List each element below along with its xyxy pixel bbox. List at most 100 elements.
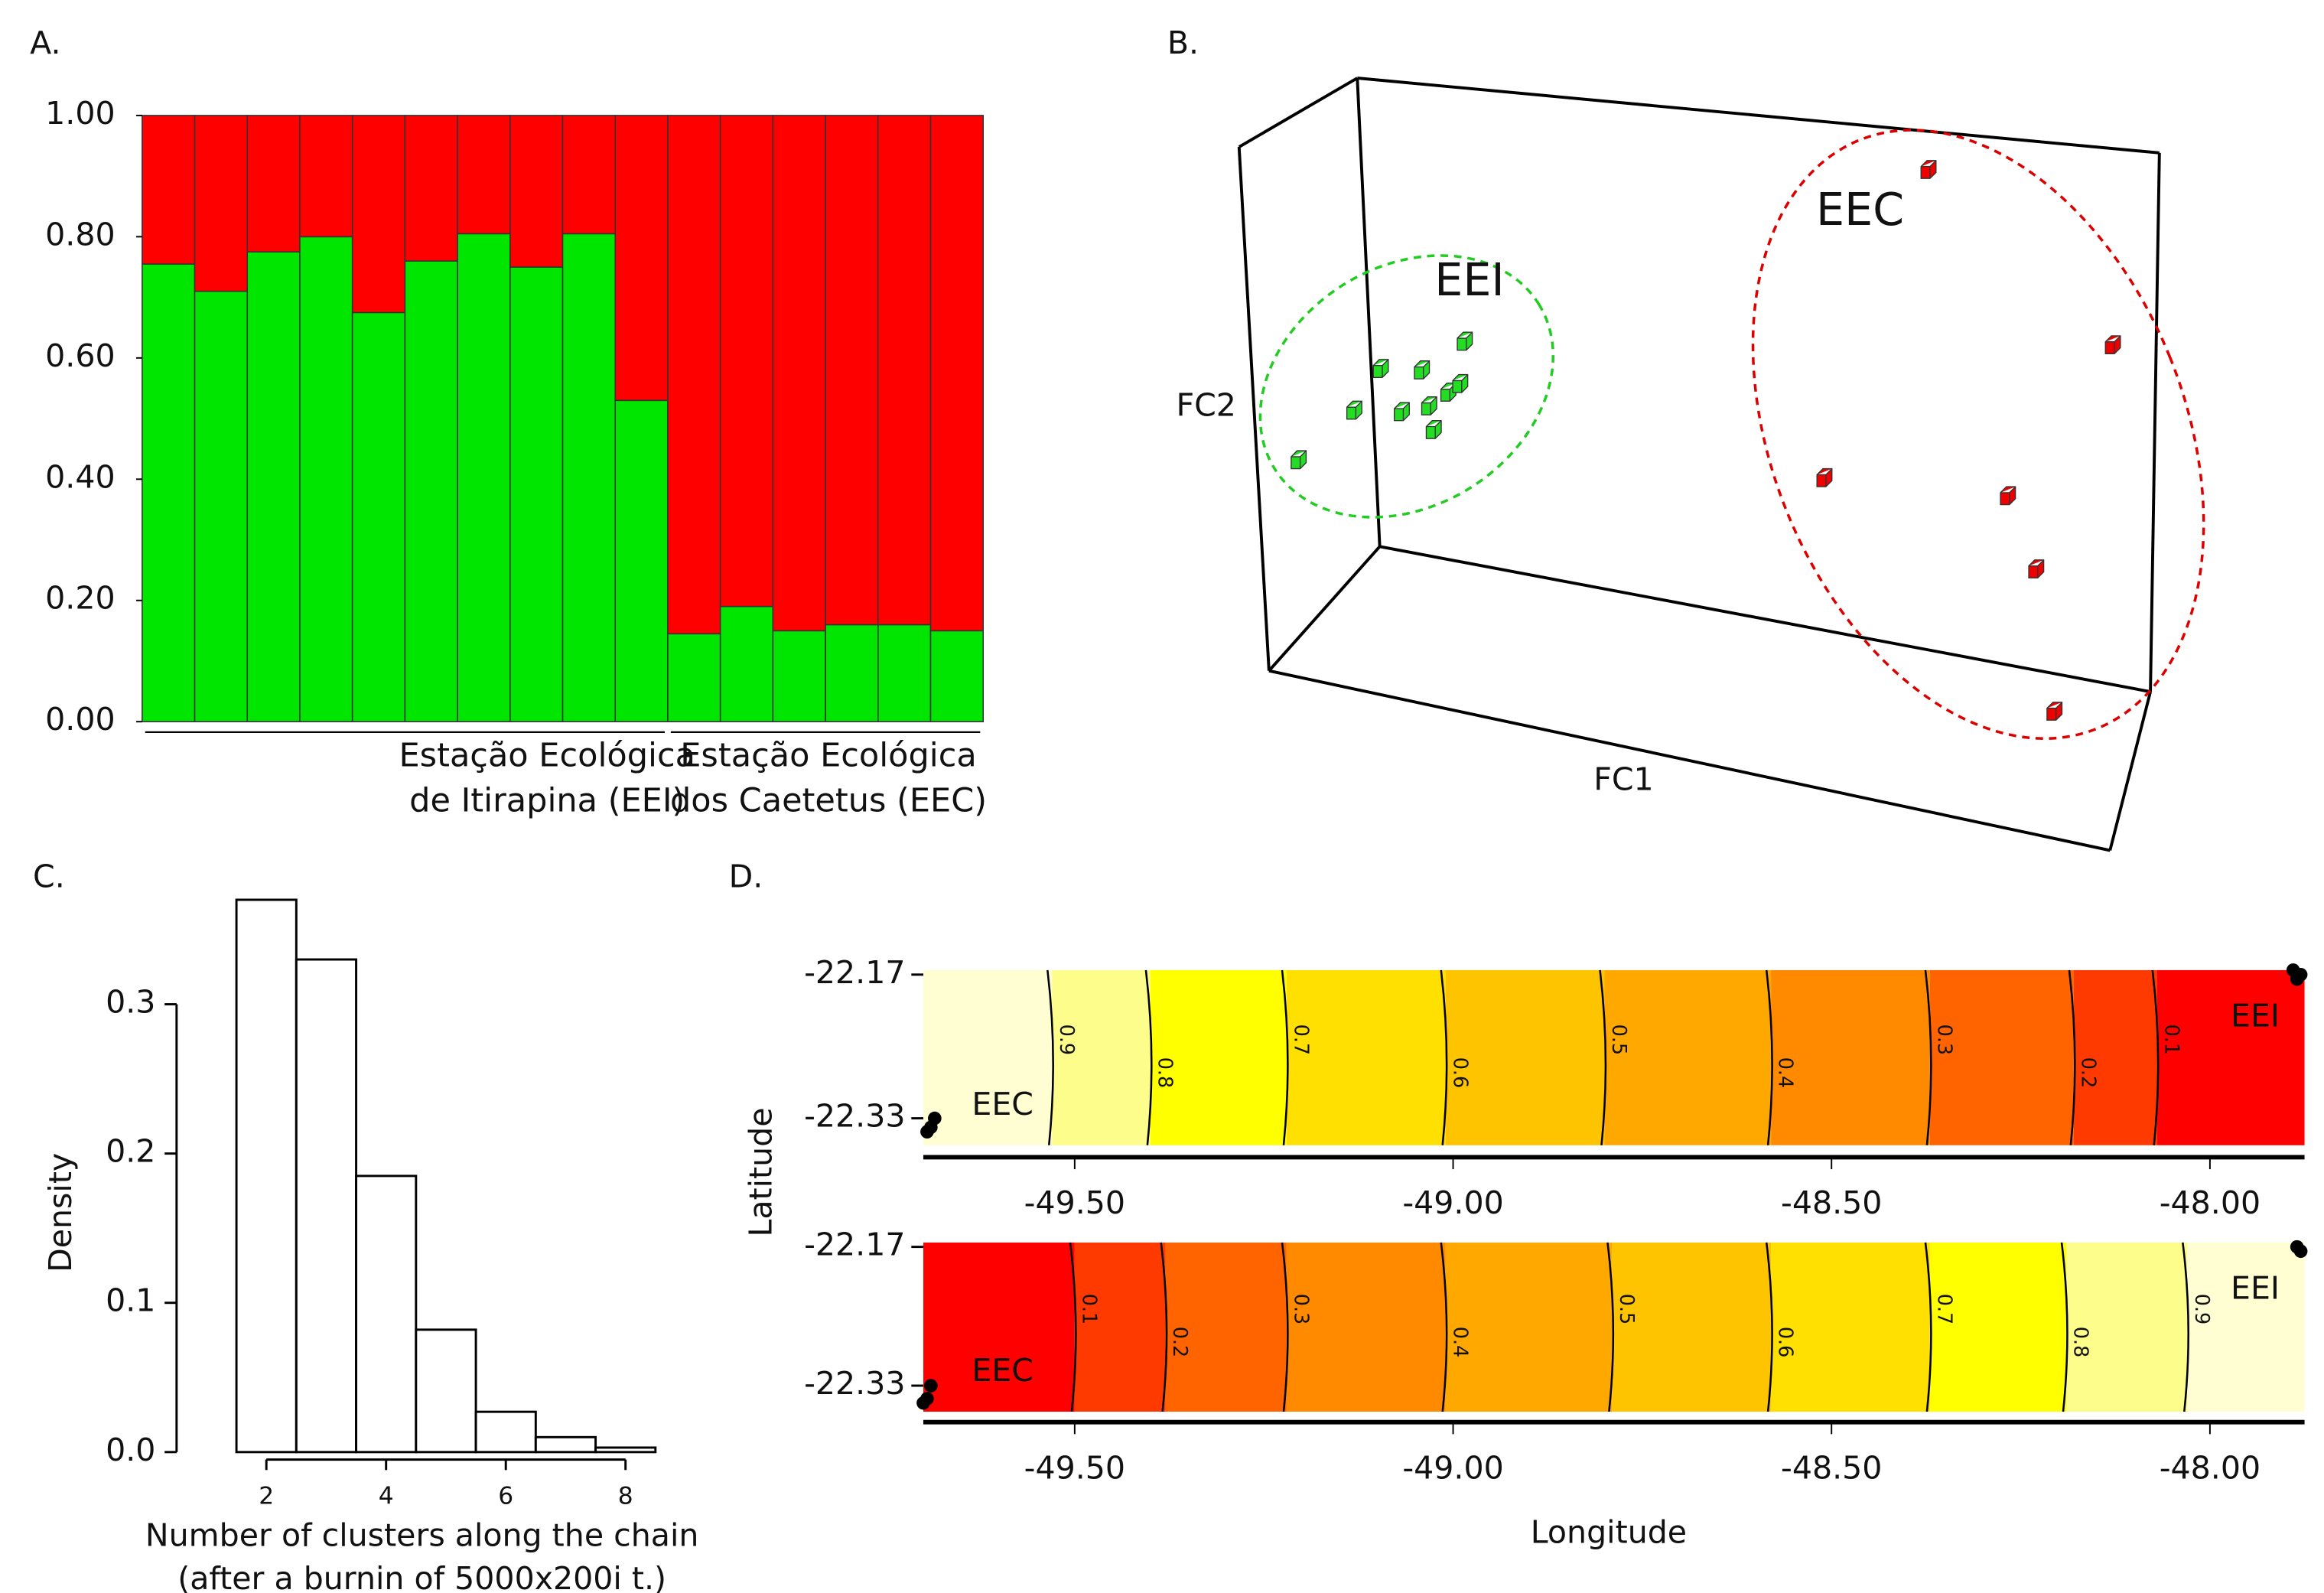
contour-line — [1440, 969, 1448, 1145]
panel-label: D. — [729, 858, 763, 895]
contour-band — [1929, 1242, 2066, 1412]
contour-line — [1765, 969, 1773, 1145]
contour-label: 0.2 — [1169, 1327, 1192, 1357]
y-tick-label: 0.40 — [45, 458, 115, 495]
point — [2046, 702, 2063, 721]
cluster-ellipse — [1751, 129, 2205, 740]
point — [1372, 359, 1389, 379]
contour-line — [1281, 1242, 1289, 1412]
x-tick-label: -49.50 — [1024, 1449, 1125, 1486]
bar-segment — [299, 236, 353, 722]
contour-line — [1765, 1242, 1773, 1412]
point — [1425, 419, 1442, 439]
y-tick-label: 0.00 — [45, 701, 115, 738]
contour-label: 0.5 — [1616, 1294, 1639, 1324]
point — [1816, 467, 1833, 487]
point — [1414, 360, 1431, 380]
bar-segment — [142, 115, 196, 265]
contour-line — [2151, 969, 2160, 1145]
contour-label: 0.1 — [1078, 1294, 1101, 1324]
sample-point — [2293, 1244, 2308, 1259]
y-tick-label: 0.80 — [45, 216, 115, 252]
bar-segment — [929, 115, 985, 632]
x-axis-label: (after a burnin of 5000x200i t.) — [177, 1560, 666, 1593]
contour-band — [1445, 969, 1605, 1145]
contour-line — [1599, 969, 1607, 1145]
contour-label: 0.1 — [2160, 1025, 2183, 1055]
x-axis-label: FC1 — [1593, 761, 1653, 797]
bar-segment — [929, 630, 985, 722]
contour-band — [2187, 1242, 2305, 1412]
y-tick-label: 0.60 — [45, 337, 115, 374]
bar-segment — [561, 233, 617, 722]
contour-band — [2073, 969, 2157, 1145]
cluster-label: EEI — [1434, 254, 1504, 306]
bar-segment — [194, 290, 249, 722]
histogram-bar — [534, 1435, 597, 1454]
x-axis-label: Longitude — [1531, 1513, 1687, 1550]
x-tick-label: -48.00 — [2160, 1449, 2261, 1486]
histogram-bar — [355, 1174, 418, 1454]
bar-segment — [509, 115, 564, 268]
contour-label: 0.2 — [2077, 1057, 2100, 1088]
contour-label: 0.6 — [1449, 1057, 1472, 1088]
contour-band — [2065, 1242, 2188, 1412]
x-tick-label: 8 — [618, 1483, 633, 1510]
bar-segment — [351, 311, 406, 722]
y-tick-label: -22.17 — [804, 1227, 905, 1263]
sample-point — [920, 1392, 934, 1406]
contour-line — [1160, 1242, 1168, 1412]
group-label: de Itirapina (EEI) — [409, 781, 685, 819]
contour-band — [1771, 1242, 1930, 1412]
bar-segment — [719, 115, 774, 608]
contour-band — [1286, 1242, 1446, 1412]
x-tick-label: 6 — [498, 1483, 513, 1510]
bar-segment — [299, 115, 353, 238]
contour-line — [1924, 969, 1932, 1145]
contour-label: 0.3 — [1933, 1025, 1956, 1055]
region-label: EEI — [2231, 998, 2280, 1034]
sample-point — [924, 1379, 938, 1393]
contour-band — [1445, 1242, 1613, 1412]
y-tick-label: 1.00 — [45, 95, 115, 132]
y-axis-label: Latitude — [743, 1107, 780, 1236]
bar-segment — [825, 115, 879, 626]
sample-point — [928, 1111, 942, 1126]
y-tick-label: 0.20 — [45, 580, 115, 617]
contour-band — [1165, 1242, 1287, 1412]
bar-segment — [561, 115, 617, 235]
bar-segment — [719, 605, 774, 722]
bar-segment — [404, 260, 458, 722]
bar-segment — [246, 115, 301, 252]
bar-segment — [457, 233, 511, 722]
x-tick-label: -48.00 — [2160, 1184, 2261, 1221]
cluster-ellipse — [1258, 254, 1555, 519]
histogram-bar — [415, 1328, 477, 1454]
point — [1346, 400, 1362, 420]
contour-label: 0.9 — [2191, 1294, 2214, 1324]
contour-label: 0.3 — [1290, 1294, 1313, 1324]
contour-band — [923, 1242, 1075, 1412]
x-tick-label: 2 — [259, 1483, 274, 1510]
box-3d — [1237, 77, 2161, 852]
sample-point — [2290, 972, 2304, 986]
histogram-bar — [474, 1410, 537, 1454]
y-tick-label: 0.2 — [106, 1133, 155, 1170]
x-tick-label: -49.00 — [1402, 1449, 1503, 1486]
group-label: dos Caetetus (EEC) — [670, 781, 987, 819]
panel-label: B. — [1167, 24, 1199, 61]
contour-band — [2156, 969, 2305, 1145]
contour-label: 0.8 — [2070, 1327, 2093, 1357]
y-tick-label: -22.17 — [804, 954, 905, 991]
contour-band — [1771, 969, 1930, 1145]
point — [1457, 331, 1473, 351]
bar-segment — [614, 399, 669, 722]
point — [1421, 396, 1437, 415]
contour-line — [1606, 1242, 1615, 1412]
bar-segment — [509, 266, 564, 722]
contour-line — [2182, 1242, 2189, 1412]
region-label: EEC — [972, 1086, 1033, 1122]
histogram-bar — [295, 958, 358, 1454]
x-tick-label: -48.50 — [1781, 1184, 1882, 1221]
